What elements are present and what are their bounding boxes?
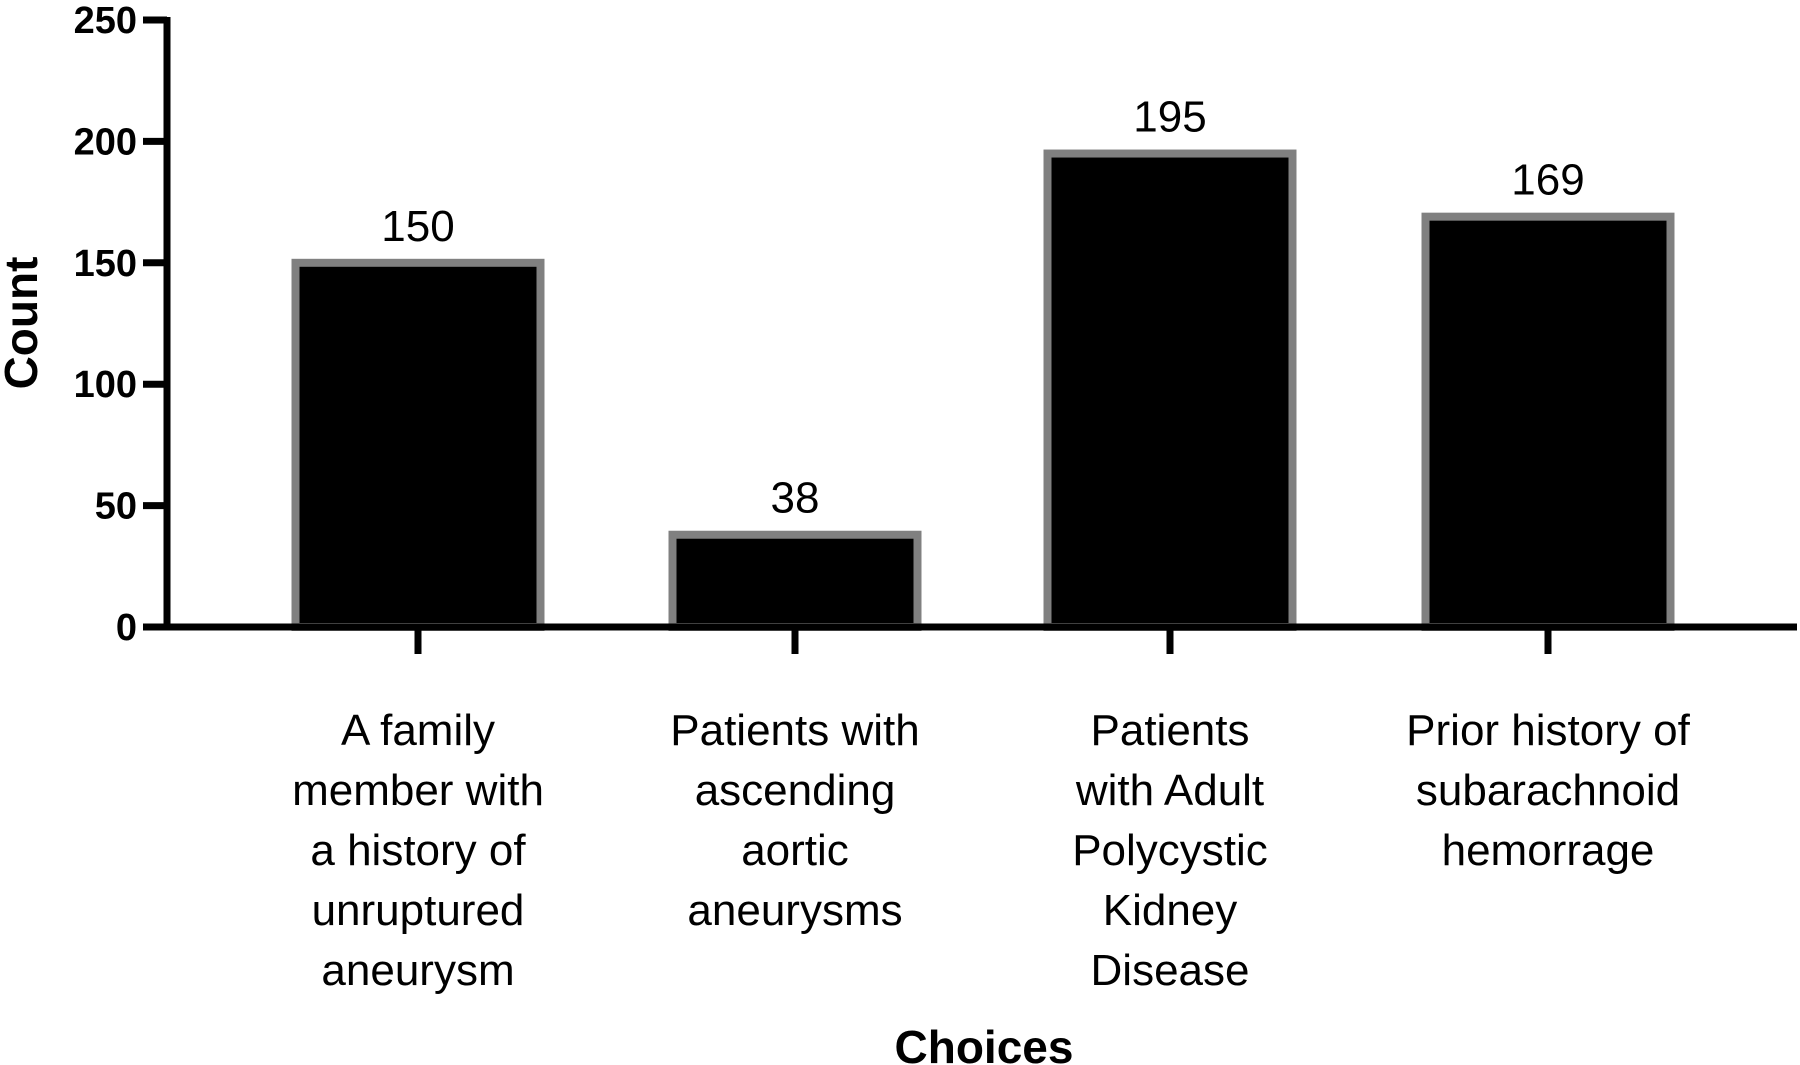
y-tick-label: 150: [74, 243, 137, 285]
bars-layer: [291, 149, 1675, 632]
x-axis-title: Choices: [895, 1021, 1074, 1065]
bar: [668, 530, 922, 632]
labels-layer: 150 38 195 169 0 50 100 150 200 250 A family member…: [74, 0, 1691, 995]
axes-layer: [143, 16, 1797, 654]
y-axis-title: Count: [0, 257, 47, 390]
y-tick-label: 200: [74, 121, 137, 163]
bar: [1043, 149, 1297, 631]
bar: [1421, 212, 1675, 631]
x-category-label: Patients with Adult Polycystic Kidney Diseas…: [1072, 706, 1268, 995]
bar-value-label: 195: [1133, 93, 1206, 142]
bar: [291, 258, 545, 631]
bar-value-label: 38: [771, 474, 820, 523]
bar-value-label: 150: [381, 202, 454, 251]
y-tick-label: 100: [74, 364, 137, 406]
x-category-label: Prior history of subarachnoid hemorrage: [1406, 706, 1690, 875]
x-category-label: A family member with a history of unrupture…: [292, 706, 544, 995]
x-category-label: Patients with ascending aortic aneurysms: [670, 706, 919, 935]
bar-value-label: 169: [1511, 156, 1584, 205]
y-tick-label: 50: [95, 486, 137, 528]
y-tick-label: 0: [116, 607, 137, 649]
y-tick-label: 250: [74, 0, 137, 42]
